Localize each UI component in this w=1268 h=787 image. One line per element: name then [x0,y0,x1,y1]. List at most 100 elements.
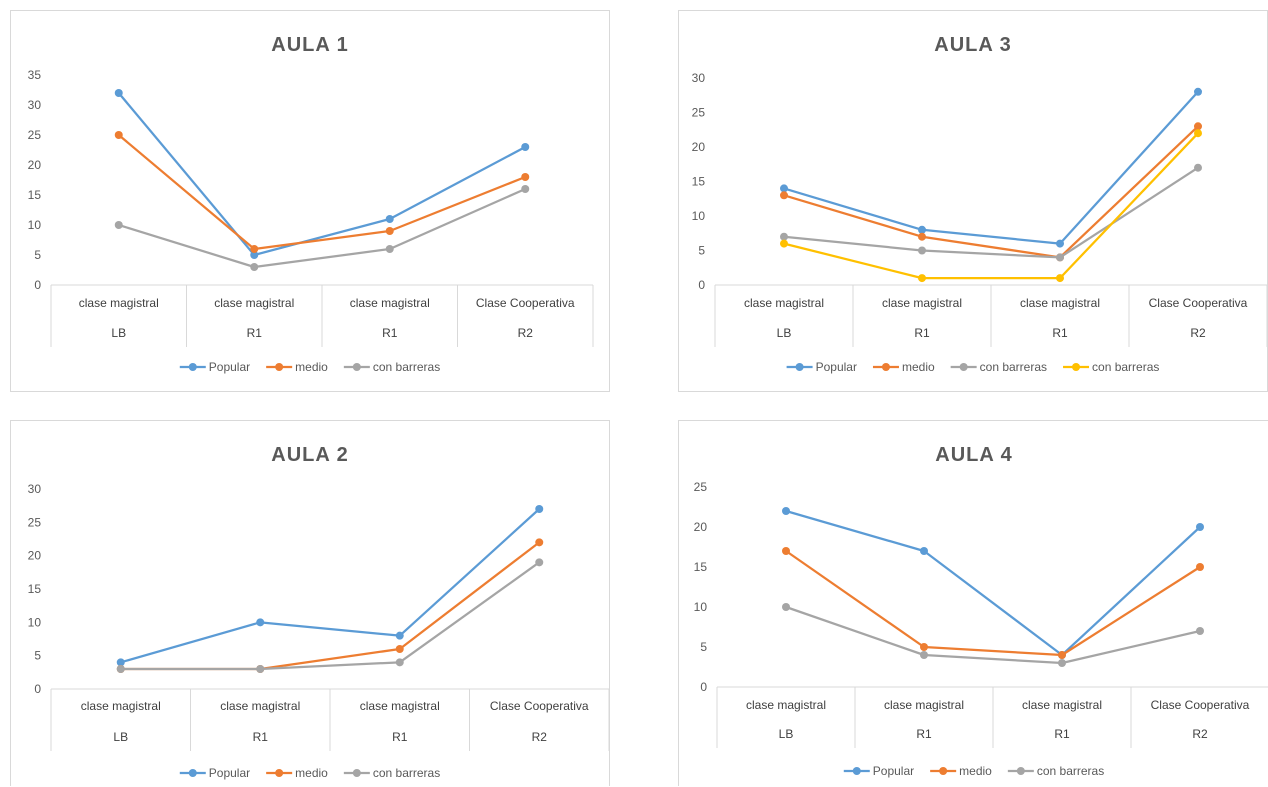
legend-item-con-barreras: con barreras [1007,764,1104,778]
x-category-label: clase magistral [79,296,159,310]
x-subcategory-label: R1 [247,326,263,340]
series-line-medio [785,550,1201,657]
x-subcategory-label: R2 [1190,326,1206,340]
series-line-con-barreras [118,187,526,269]
x-subcategory-label: LB [111,326,126,340]
data-point-con-barreras [521,185,530,193]
x-category-label: clase magistral [1022,698,1102,712]
data-point-popular [918,225,926,234]
series-line-con-barreras [785,605,1201,665]
x-category-label: clase magistral [214,296,294,310]
chart-panel-aula-3: AULA 3 0 5 10 15 20 25 30 clase magistral LB clase… [678,10,1268,392]
data-point-con-barreras [250,263,259,271]
legend: Popular medio con barreras con barreras [786,360,1159,374]
legend-item-popular: Popular [786,360,857,374]
x-subcategory-label: R1 [916,727,932,741]
y-tick-label: 10 [694,600,708,614]
data-point-con-barreras [114,221,123,229]
x-category-label: clase magistral [360,699,440,713]
data-point-con-barreras [920,651,928,659]
data-point-con-barreras [918,274,926,283]
data-point-con-barreras [116,665,125,673]
chart-panel-aula-2: AULA 2 0 5 10 15 20 25 30 clase magistral LB clase… [10,420,610,786]
series-line-popular [785,509,1201,657]
x-subcategory-label: R2 [532,730,548,744]
y-tick-label: 0 [34,278,41,292]
data-point-medio [385,227,394,235]
y-tick-label: 30 [692,71,706,85]
legend-item-con-barreras: con barreras [343,360,440,374]
data-point-medio [1058,651,1066,659]
data-point-popular [250,251,259,259]
data-point-con-barreras [1056,274,1064,283]
y-tick-label: 5 [34,649,41,663]
legend-label: con barreras [1092,360,1159,374]
y-tick-label: 20 [694,520,708,534]
data-point-con-barreras [256,665,265,673]
series-line-con-barreras [120,561,540,671]
legend-item-con-barreras: con barreras [950,360,1047,374]
legend-item-popular: Popular [843,764,914,778]
legend: Popular medio con barreras [179,360,440,374]
legend-label: Popular [209,360,250,374]
legend-marker [352,769,361,777]
legend-item-medio: medio [266,360,328,374]
y-tick-label: 35 [28,68,42,82]
chart-panel-aula-4: AULA 4 0 5 10 15 20 25 clase magistral LB clase m… [678,420,1268,786]
data-point-medio [782,547,790,555]
y-tick-label: 20 [692,140,706,154]
legend: Popular medio con barreras [179,766,440,780]
x-subcategory-label: R2 [518,326,534,340]
data-point-medio [918,232,926,241]
legend-label: medio [295,766,328,780]
legend-label: medio [295,360,328,374]
y-tick-label: 30 [28,482,42,496]
y-tick-label: 20 [28,549,42,563]
legend-item-medio: medio [872,360,935,374]
legend-item-medio: medio [266,766,328,780]
legend-marker [188,769,197,777]
chart-title: AULA 3 [934,34,1011,56]
data-point-con-barreras [1196,627,1204,635]
series-line-popular [120,508,541,664]
data-point-popular [114,89,123,97]
y-tick-label: 25 [694,480,708,494]
legend-marker [959,363,968,371]
chart-aula-1: AULA 1 0 5 10 15 20 25 30 35 clase magistral LB cla… [28,34,594,374]
y-tick-label: 25 [692,106,706,120]
x-subcategory-label: LB [777,326,792,340]
data-point-medio [1194,122,1202,131]
data-point-medio [395,645,404,653]
series-line-medio [118,134,526,251]
data-point-popular [1194,87,1202,96]
data-point-popular [535,505,544,513]
data-point-popular [1056,239,1064,248]
data-point-con-barreras [918,246,926,255]
y-tick-label: 5 [34,248,41,262]
chart-aula-3: AULA 3 0 5 10 15 20 25 30 clase magistral LB clase… [692,34,1267,374]
legend-item-medio: medio [930,764,992,778]
x-category-label: clase magistral [220,699,300,713]
legend-marker [881,363,890,371]
legend-label: con barreras [1037,764,1104,778]
y-tick-label: 20 [28,158,42,172]
legend-item-con-barreras: con barreras [343,766,440,780]
legend-marker [852,767,861,775]
chart-title: AULA 1 [271,34,348,56]
legend-label: con barreras [373,766,440,780]
y-tick-label: 15 [28,188,42,202]
legend-marker [1016,767,1025,775]
data-point-popular [385,215,394,223]
data-point-con-barreras [385,245,394,253]
data-point-popular [782,507,790,515]
chart-aula-2: AULA 2 0 5 10 15 20 25 30 clase magistral LB clase… [28,444,609,780]
x-category-label: clase magistral [744,296,824,310]
x-category-label: clase magistral [746,698,826,712]
data-point-popular [521,143,530,151]
x-subcategory-label: R1 [382,326,398,340]
chart-aula-4: AULA 4 0 5 10 15 20 25 clase magistral LB clase m… [694,444,1268,778]
data-point-con-barreras [780,232,788,241]
legend-label: medio [902,360,935,374]
data-point-medio [535,538,544,547]
data-point-medio [521,173,530,181]
